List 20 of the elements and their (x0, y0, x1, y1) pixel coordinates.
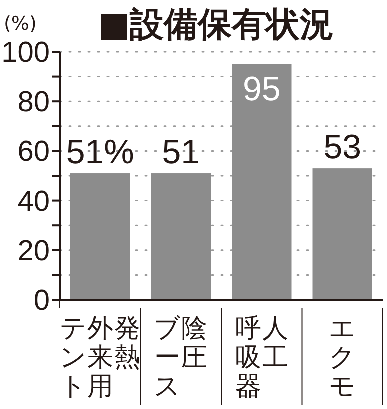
data-label: 51 (162, 134, 200, 172)
y-tick-label: 60 (18, 136, 50, 168)
data-label: 51% (66, 134, 134, 172)
y-tick-label: 100 (2, 37, 50, 69)
bar (151, 174, 211, 300)
data-label: 95 (242, 70, 281, 108)
x-tick-label: 人工呼吸器 (235, 313, 288, 401)
bar (312, 168, 372, 300)
y-tick-label: 20 (18, 235, 50, 268)
x-tick-label: 陰圧ブース (154, 313, 208, 401)
y-tick-label: 0 (34, 285, 50, 317)
x-tick-label: エクモ (329, 313, 356, 401)
y-tick-label: 40 (18, 186, 50, 218)
bar (70, 174, 130, 300)
y-tick-label: 80 (18, 86, 50, 119)
y-axis-title: (%) (4, 13, 37, 35)
chart-title: ■設備保有状況 (98, 5, 334, 45)
bar (232, 64, 292, 300)
data-label: 53 (324, 128, 362, 167)
x-tick-label: 発熱外来用テント (60, 313, 140, 401)
